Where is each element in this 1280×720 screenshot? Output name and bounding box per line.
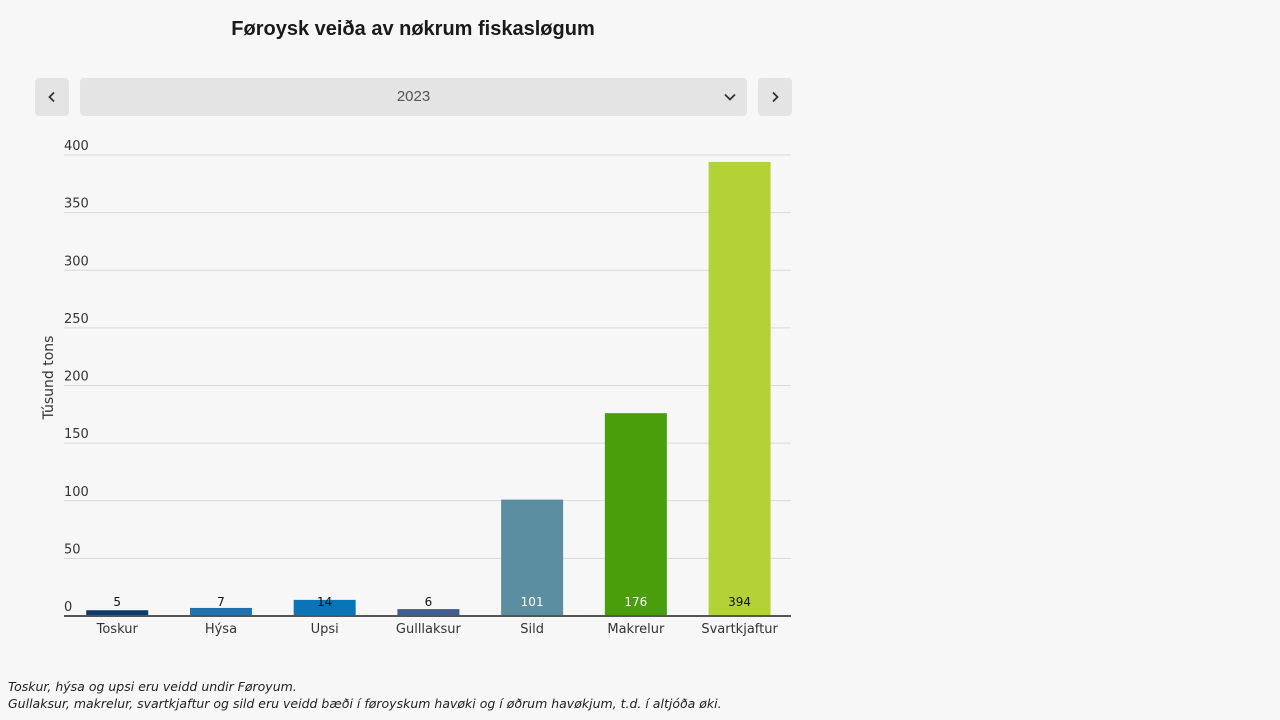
year-select-value: 2023: [396, 88, 431, 105]
y-tick-label: 250: [64, 312, 89, 327]
bar-hýsa[interactable]: [189, 607, 252, 616]
y-tick-label: 350: [64, 197, 89, 212]
data-label: 176: [624, 595, 647, 609]
bar-gulllaksur[interactable]: [397, 609, 460, 616]
next-year-button[interactable]: [758, 78, 792, 116]
x-tick-label: Svartkjaftur: [701, 622, 778, 637]
bar-svartkjaftur[interactable]: [708, 161, 771, 617]
y-tick-label: 150: [64, 427, 89, 442]
bar-chart: 0 50 100 150 200 250 300 350 400 Túsund tons Tos…: [41, 139, 791, 637]
data-label: 7: [217, 595, 225, 609]
bar-upsi[interactable]: [293, 599, 356, 616]
y-tick-label: 400: [64, 139, 89, 154]
chevron-right-icon: [772, 91, 779, 103]
data-label: 6: [425, 595, 433, 609]
y-tick-label: 0: [64, 600, 72, 615]
bars: [86, 161, 771, 617]
bar-makrelur[interactable]: [604, 413, 667, 616]
chevron-left-icon: [48, 91, 55, 103]
x-tick-label: Upsi: [311, 622, 339, 637]
footnotes: Toskur, hýsa og upsi eru veidd undir Før…: [8, 678, 722, 712]
data-label: 5: [113, 595, 121, 609]
year-select[interactable]: 2023: [80, 78, 747, 116]
data-label: 14: [317, 595, 332, 609]
x-tick-label: Toskur: [96, 622, 139, 637]
data-label: 101: [521, 595, 544, 609]
x-axis-ticks: Toskur Hýsa Upsi Gulllaksur Sild Makrelur Svar…: [96, 622, 779, 637]
x-tick-label: Sild: [520, 622, 544, 637]
bar-toskur[interactable]: [86, 610, 149, 616]
previous-year-button[interactable]: [35, 78, 69, 116]
chart-title: Føroysk veiða av nøkrum fiskasløgum: [231, 18, 595, 40]
gridlines: [64, 154, 791, 559]
y-tick-label: 100: [64, 485, 89, 500]
x-tick-label: Hýsa: [205, 622, 237, 637]
x-tick-label: Gulllaksur: [396, 622, 462, 637]
x-tick-label: Makrelur: [607, 622, 665, 637]
data-labels: 5 7 14 6 101 176 394: [113, 595, 751, 609]
bar-sild[interactable]: [501, 499, 564, 616]
y-tick-label: 200: [64, 370, 89, 385]
y-axis-label: Túsund tons: [41, 336, 57, 421]
chevron-down-icon: [724, 93, 736, 101]
y-axis-ticks: 0 50 100 150 200 250 300 350 400: [64, 139, 89, 615]
y-tick-label: 300: [64, 254, 89, 269]
data-label: 394: [728, 595, 751, 609]
footnote-1: Toskur, hýsa og upsi eru veidd undir Før…: [8, 679, 297, 694]
footnote-2: Gullaksur, makrelur, svartkjaftur og sil…: [8, 696, 722, 711]
y-tick-label: 50: [64, 542, 81, 557]
